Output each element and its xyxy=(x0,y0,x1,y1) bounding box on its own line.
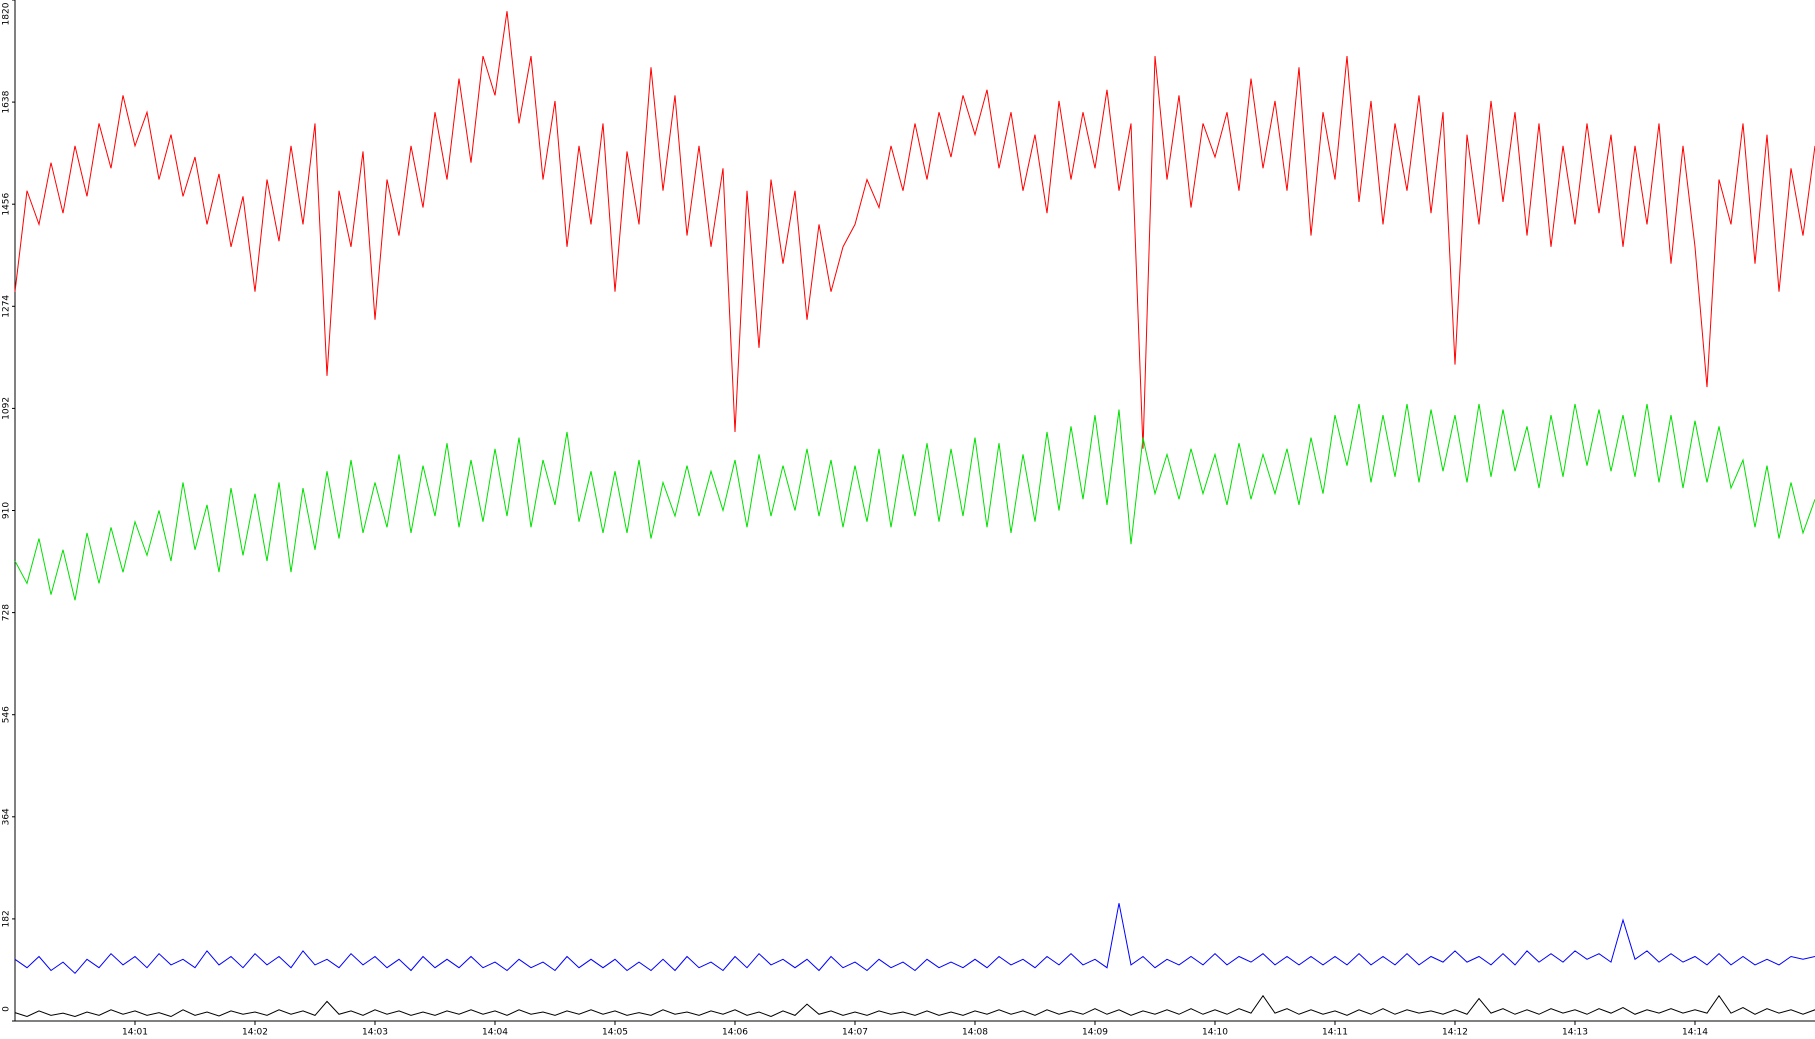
y-tick-label: 910 xyxy=(2,502,12,519)
y-tick-label: 0 xyxy=(2,1006,12,1012)
x-tick-label: 14:09 xyxy=(1082,1028,1108,1038)
x-tick-label: 14:06 xyxy=(722,1028,748,1038)
y-tick-label: 728 xyxy=(2,604,12,621)
y-tick-label: 1820 xyxy=(2,2,12,25)
y-tick-label: 182 xyxy=(2,910,12,927)
x-tick-label: 14:11 xyxy=(1322,1028,1348,1038)
y-tick-label: 1092 xyxy=(2,397,12,420)
x-tick-label: 14:08 xyxy=(962,1028,988,1038)
series-line xyxy=(14,994,1815,1018)
y-tick-label: 364 xyxy=(2,808,12,825)
y-tick-label: 1638 xyxy=(2,90,12,113)
x-tick-label: 14:05 xyxy=(602,1028,628,1038)
series-line xyxy=(14,403,1815,601)
x-tick-label: 14:14 xyxy=(1682,1028,1708,1038)
series-line xyxy=(14,903,1815,975)
x-tick-label: 14:13 xyxy=(1562,1028,1588,1038)
x-tick-label: 14:12 xyxy=(1442,1028,1468,1038)
x-tick-label: 14:04 xyxy=(482,1028,508,1038)
x-tick-label: 14:03 xyxy=(362,1028,388,1038)
x-tick-label: 14:07 xyxy=(842,1028,868,1038)
x-tick-label: 14:10 xyxy=(1202,1028,1228,1038)
y-tick-label: 1456 xyxy=(2,192,12,215)
x-tick-label: 14:01 xyxy=(122,1028,148,1038)
y-tick-label: 546 xyxy=(2,706,12,723)
x-tick-label: 14:02 xyxy=(242,1028,268,1038)
y-tick-label: 1274 xyxy=(2,295,12,318)
series-line xyxy=(14,11,1815,449)
